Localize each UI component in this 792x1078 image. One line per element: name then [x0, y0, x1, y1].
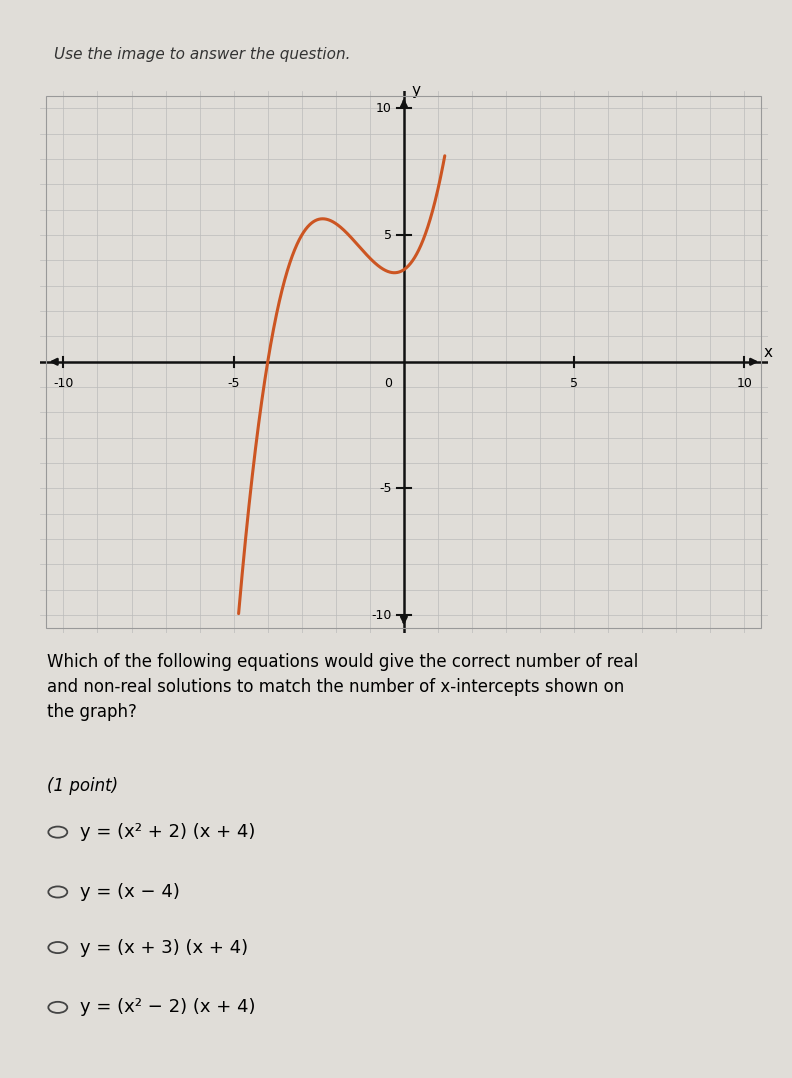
Text: x: x [763, 345, 773, 360]
Text: 10: 10 [737, 377, 752, 390]
Text: -10: -10 [53, 377, 74, 390]
Text: y = (x − 4): y = (x − 4) [80, 883, 180, 901]
Text: 5: 5 [570, 377, 578, 390]
Text: 0: 0 [384, 377, 392, 390]
Text: (1 point): (1 point) [47, 776, 118, 794]
Text: -5: -5 [227, 377, 240, 390]
Text: -10: -10 [371, 609, 392, 622]
Text: Use the image to answer the question.: Use the image to answer the question. [54, 47, 351, 63]
Text: -5: -5 [379, 482, 392, 495]
Text: 5: 5 [384, 229, 392, 241]
Text: 10: 10 [376, 102, 392, 115]
Text: y = (x² + 2) (x + 4): y = (x² + 2) (x + 4) [80, 824, 255, 841]
Text: y = (x² − 2) (x + 4): y = (x² − 2) (x + 4) [80, 998, 255, 1017]
Text: y: y [411, 83, 421, 98]
Text: Which of the following equations would give the correct number of real
and non-r: Which of the following equations would g… [47, 652, 638, 720]
Text: y = (x + 3) (x + 4): y = (x + 3) (x + 4) [80, 939, 248, 956]
